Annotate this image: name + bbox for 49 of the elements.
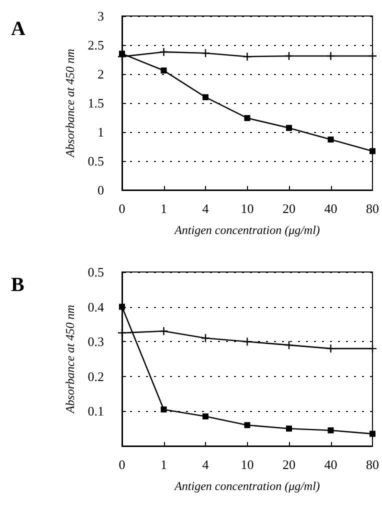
x-tick-label: 0 xyxy=(118,457,126,472)
x-tick-label: 4 xyxy=(202,201,210,216)
x-tick-label: 80 xyxy=(366,201,379,216)
y-tick-label: 0.5 xyxy=(88,264,104,280)
point xyxy=(202,413,208,420)
y-tick-label: 2.5 xyxy=(88,38,104,52)
y-tick-label: 1 xyxy=(98,124,104,140)
y-tick-label: 3 xyxy=(98,8,104,24)
y-tick-label: 0.5 xyxy=(88,154,104,168)
y-tick-label: 1.5 xyxy=(88,96,104,110)
x-tick-label: 20 xyxy=(282,201,296,216)
point xyxy=(370,148,376,154)
y-tick-label: 0 xyxy=(98,182,104,198)
point xyxy=(244,115,250,122)
chart-title: B xyxy=(11,274,24,296)
chart-title: A xyxy=(11,18,26,40)
y-axis-title: Absorbance at 450 nm xyxy=(63,48,77,158)
point xyxy=(370,430,376,437)
x-tick-label: 40 xyxy=(324,457,338,472)
point xyxy=(286,426,292,432)
x-tick-label: 10 xyxy=(240,201,254,216)
x-axis-title: Antigen concentration (μg/ml) xyxy=(174,223,320,237)
x-tick-label: 20 xyxy=(282,457,296,472)
point xyxy=(202,94,208,100)
x-tick-label: 40 xyxy=(324,201,338,216)
point xyxy=(160,68,167,74)
x-tick-label: 0 xyxy=(118,201,126,216)
point xyxy=(160,327,168,336)
y-axis-title: Absorbance at 450 nm xyxy=(63,304,77,414)
y-tick-label: 0.3 xyxy=(88,334,104,350)
point xyxy=(328,427,334,434)
x-tick-label: 1 xyxy=(160,201,167,216)
y-tick-label: 0.4 xyxy=(88,299,104,314)
x-tick-label: 1 xyxy=(160,457,167,472)
point xyxy=(286,124,292,131)
point xyxy=(243,52,252,61)
y-tick-label: 0.1 xyxy=(88,404,104,419)
point xyxy=(326,344,335,353)
x-tick-label: 80 xyxy=(366,457,379,472)
point xyxy=(244,422,250,428)
y-tick-label: 0.2 xyxy=(88,368,104,384)
point xyxy=(160,406,167,412)
x-axis-title: Antigen concentration (μg/ml) xyxy=(174,479,320,493)
point xyxy=(326,52,335,60)
y-tick-label: 2 xyxy=(98,66,104,82)
point xyxy=(160,48,168,56)
x-tick-label: 4 xyxy=(202,457,210,472)
point xyxy=(328,136,334,143)
x-tick-label: 10 xyxy=(240,457,254,472)
